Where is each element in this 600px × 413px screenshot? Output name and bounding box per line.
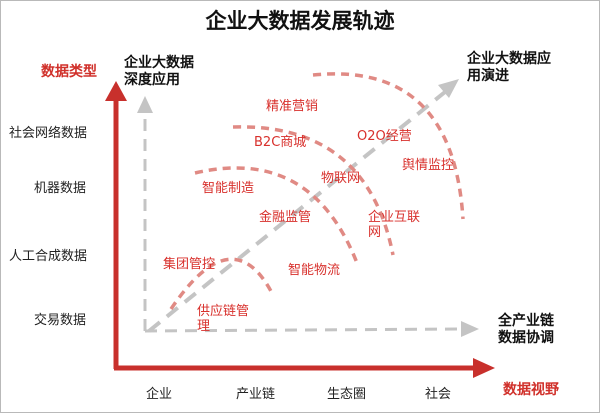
label-application-evolution-line2: 用演进 xyxy=(467,68,509,84)
y-category-machine: 机器数据 xyxy=(34,181,87,196)
x-category-society: 社会 xyxy=(425,387,452,402)
y-category-transaction: 交易数据 xyxy=(34,313,87,328)
app-smart-logistics: 智能物流 xyxy=(288,263,341,278)
app-supply-chain-line2: 理 xyxy=(197,319,211,334)
dashed-arrow-diagonal xyxy=(147,90,447,333)
dashed-arrow-right xyxy=(144,327,464,333)
y-category-synthetic: 人工合成数据 xyxy=(9,249,88,264)
arc-4 xyxy=(312,72,465,220)
label-industry-coordination: 全产业链 数据协调 xyxy=(498,313,554,347)
arc-1 xyxy=(169,257,275,310)
x-axis-arrowhead xyxy=(473,358,495,378)
y-axis-title: 数据类型 xyxy=(41,64,97,80)
app-financial-regulation: 金融监管 xyxy=(259,210,312,225)
app-b2c-mall: B2C商城 xyxy=(254,135,307,150)
label-industry-coordination-line2: 数据协调 xyxy=(498,330,554,346)
x-category-industry-chain: 产业链 xyxy=(236,387,276,402)
app-enterprise-internet-line1: 企业互联 xyxy=(368,210,421,225)
y-category-social-network: 社会网络数据 xyxy=(9,126,88,141)
app-o2o: O2O经营 xyxy=(357,129,412,144)
app-group-control: 集团管控 xyxy=(163,257,216,272)
x-category-ecosystem: 生态圈 xyxy=(327,387,367,402)
label-deep-application: 企业大数据 深度应用 xyxy=(124,55,194,89)
app-supply-chain-line1: 供应链管 xyxy=(197,304,250,319)
app-sentiment-monitoring: 舆情监控 xyxy=(402,158,455,173)
label-deep-application-line2: 深度应用 xyxy=(124,72,180,88)
arc-2 xyxy=(194,166,359,264)
dashed-arrow-right-head xyxy=(461,321,479,337)
dashed-arrow-diagonal-head xyxy=(438,79,459,98)
app-enterprise-internet-line2: 网 xyxy=(368,225,382,240)
label-deep-application-line1: 企业大数据 xyxy=(124,55,194,71)
app-smart-manufacturing: 智能制造 xyxy=(202,181,255,196)
arc-3 xyxy=(232,125,395,256)
app-enterprise-internet: 企业互联 网 xyxy=(368,210,420,240)
app-iot: 物联网 xyxy=(321,171,361,186)
label-application-evolution-line1: 企业大数据应 xyxy=(467,51,551,67)
label-industry-coordination-line1: 全产业链 xyxy=(498,313,554,329)
dashed-arrow-up-head xyxy=(137,96,153,113)
app-precision-marketing: 精准营销 xyxy=(266,99,319,114)
y-axis-arrowhead xyxy=(105,81,127,101)
x-axis-title: 数据视野 xyxy=(503,382,559,398)
x-category-enterprise: 企业 xyxy=(146,387,173,402)
app-supply-chain-management: 供应链管 理 xyxy=(197,304,249,334)
diagram-title: 企业大数据发展轨迹 xyxy=(205,9,395,33)
label-application-evolution: 企业大数据应 用演进 xyxy=(467,51,551,85)
